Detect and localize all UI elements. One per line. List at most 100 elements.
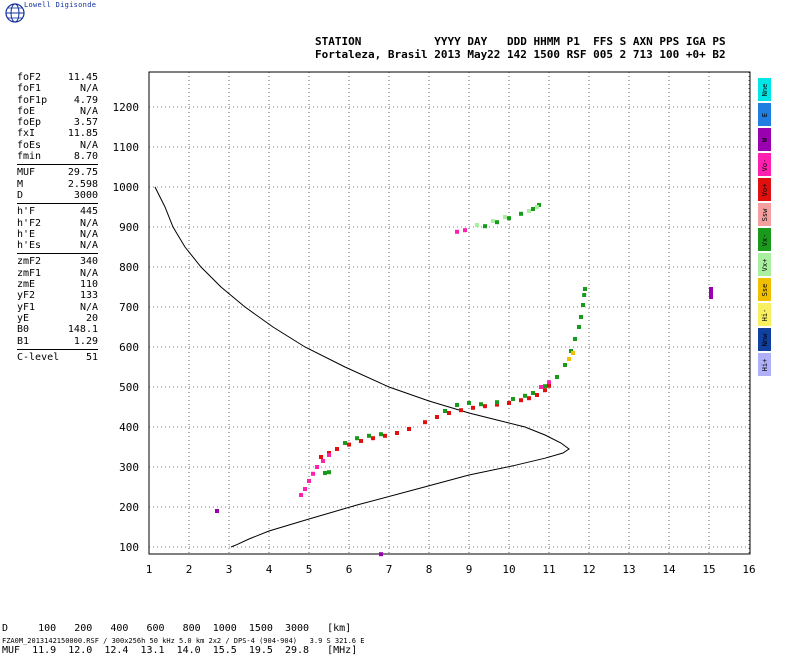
echo-point bbox=[321, 459, 325, 463]
y-tick-label: 1000 bbox=[113, 181, 140, 194]
param-row: zmE 110 bbox=[17, 279, 98, 290]
legend-label: Vo- bbox=[760, 158, 769, 171]
brand-label: Lowell Digisonde bbox=[24, 1, 97, 9]
param-label: foF1p bbox=[17, 94, 48, 106]
param-value: 340 bbox=[79, 256, 98, 268]
echo-point bbox=[455, 403, 459, 407]
y-tick-label: 100 bbox=[119, 541, 139, 554]
polarization-legend: Nne E W Vo- Vo+ Ssw Vx- Vx+ Sse Hi- Nnw Hi+ bbox=[758, 78, 771, 378]
param-label: yF2 bbox=[17, 290, 36, 302]
legend-label: Ssw bbox=[760, 208, 769, 221]
param-value: 2.598 bbox=[67, 178, 98, 190]
echo-point bbox=[507, 216, 511, 221]
echo-point bbox=[709, 287, 713, 291]
legend-label: Hi+ bbox=[760, 358, 769, 371]
echo-point bbox=[463, 228, 467, 233]
param-label: h'Es bbox=[17, 240, 42, 252]
echo-point bbox=[495, 400, 499, 405]
param-row: foEp 3.57 bbox=[17, 117, 98, 128]
muf-table-muf-row: MUF 11.9 12.0 12.4 13.1 14.0 15.5 19.5 2… bbox=[2, 645, 358, 656]
param-row: yF2 133 bbox=[17, 290, 98, 301]
param-row: h'Es N/A bbox=[17, 240, 98, 251]
echo-point bbox=[709, 291, 713, 295]
x-tick-label: 10 bbox=[502, 563, 515, 576]
legend-item: Ssw bbox=[758, 203, 771, 226]
x-tick-label: 14 bbox=[662, 563, 676, 576]
param-label: fmin bbox=[17, 151, 42, 163]
x-tick-label: 15 bbox=[702, 563, 715, 576]
echo-point bbox=[567, 357, 571, 361]
legend-label: Sse bbox=[760, 283, 769, 296]
legend-item: Vo- bbox=[758, 153, 771, 176]
param-value: 29.75 bbox=[67, 167, 98, 179]
legend-item: Nne bbox=[758, 78, 771, 101]
echo-point bbox=[535, 393, 539, 397]
param-row: foF1 N/A bbox=[17, 83, 98, 94]
legend-label: Hi- bbox=[760, 308, 769, 321]
electron-density-profile-line bbox=[154, 186, 570, 548]
param-row: foF1p 4.79 bbox=[17, 95, 98, 106]
header-values: Fortaleza, Brasil 2013 May22 142 1500 RS… bbox=[315, 48, 726, 61]
echo-point bbox=[527, 396, 531, 401]
x-tick-label: 16 bbox=[742, 563, 755, 576]
legend-label: Nne bbox=[760, 83, 769, 96]
echo-point bbox=[299, 493, 303, 497]
param-row: yE 20 bbox=[17, 313, 98, 324]
legend-item: W bbox=[758, 128, 771, 151]
echo-point bbox=[407, 427, 411, 431]
param-label: M bbox=[17, 178, 24, 190]
param-row: foF2 11.45 bbox=[17, 72, 98, 83]
echo-point bbox=[479, 402, 483, 407]
legend-item: Vx- bbox=[758, 228, 771, 251]
param-label: h'F2 bbox=[17, 217, 42, 229]
param-row: B1 1.29 bbox=[17, 336, 98, 347]
legend-item: Hi+ bbox=[758, 353, 771, 376]
param-row: MUF 29.75 bbox=[17, 167, 98, 178]
param-value: 11.85 bbox=[67, 128, 98, 140]
param-row: fxI 11.85 bbox=[17, 128, 98, 139]
param-row: M 2.598 bbox=[17, 179, 98, 190]
echo-point bbox=[475, 223, 479, 227]
echo-point bbox=[581, 303, 585, 307]
ionogram-chart: 1 2 3 4 5 6 7 8 9 10 11 12 13 14 15 16 1002003004005006… bbox=[113, 71, 756, 576]
echo-point bbox=[519, 211, 523, 216]
echo-point bbox=[483, 404, 487, 409]
param-label: fxI bbox=[17, 128, 36, 140]
param-separator bbox=[17, 203, 98, 205]
param-row: C-level 51 bbox=[17, 352, 98, 363]
echo-point bbox=[423, 420, 427, 425]
echo-point bbox=[215, 509, 219, 513]
profile-layer bbox=[154, 186, 570, 548]
param-value: 4.79 bbox=[73, 94, 98, 106]
param-row: fmin 8.70 bbox=[17, 151, 98, 162]
x-tick-label: 7 bbox=[386, 563, 393, 576]
legend-label: W bbox=[760, 137, 769, 142]
param-row: h'F 445 bbox=[17, 206, 98, 217]
echo-point bbox=[379, 432, 383, 437]
param-label: foF2 bbox=[17, 72, 42, 83]
param-value: N/A bbox=[79, 301, 98, 313]
echo-point bbox=[347, 442, 351, 447]
param-value: N/A bbox=[79, 240, 98, 252]
x-tick-label: 5 bbox=[306, 563, 313, 576]
echo-point bbox=[511, 397, 515, 401]
echo-point bbox=[577, 325, 581, 329]
param-row: foEs N/A bbox=[17, 140, 98, 151]
param-value: N/A bbox=[79, 217, 98, 229]
param-value: N/A bbox=[79, 83, 98, 95]
echo-point bbox=[383, 433, 387, 438]
legend-item: Vx+ bbox=[758, 253, 771, 276]
param-separator bbox=[17, 164, 98, 166]
echo-point bbox=[547, 380, 551, 385]
echo-point bbox=[527, 209, 531, 213]
globe-logo-icon bbox=[5, 3, 25, 23]
x-tick-label: 13 bbox=[622, 563, 635, 576]
param-row: D 3000 bbox=[17, 190, 98, 201]
param-label: MUF bbox=[17, 167, 36, 179]
param-label: foE bbox=[17, 105, 36, 117]
y-tick-label: 300 bbox=[119, 461, 139, 474]
x-tick-label: 1 bbox=[146, 563, 153, 576]
y-tick-label: 700 bbox=[119, 301, 139, 314]
echo-point bbox=[471, 405, 475, 410]
x-tick-label: 3 bbox=[226, 563, 233, 576]
